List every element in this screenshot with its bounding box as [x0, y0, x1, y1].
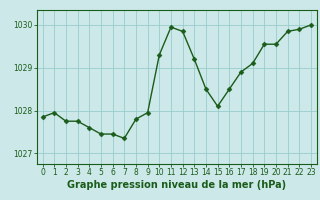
- X-axis label: Graphe pression niveau de la mer (hPa): Graphe pression niveau de la mer (hPa): [67, 180, 286, 190]
